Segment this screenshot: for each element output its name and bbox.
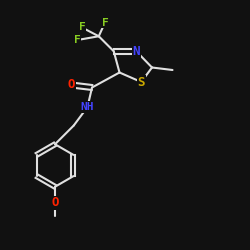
Text: N: N	[132, 45, 140, 58]
Text: S: S	[138, 76, 145, 88]
Text: F: F	[78, 22, 86, 32]
Text: O: O	[68, 78, 75, 92]
Text: O: O	[51, 196, 59, 209]
Text: F: F	[102, 18, 108, 28]
Text: F: F	[74, 35, 81, 45]
Text: NH: NH	[81, 102, 94, 112]
